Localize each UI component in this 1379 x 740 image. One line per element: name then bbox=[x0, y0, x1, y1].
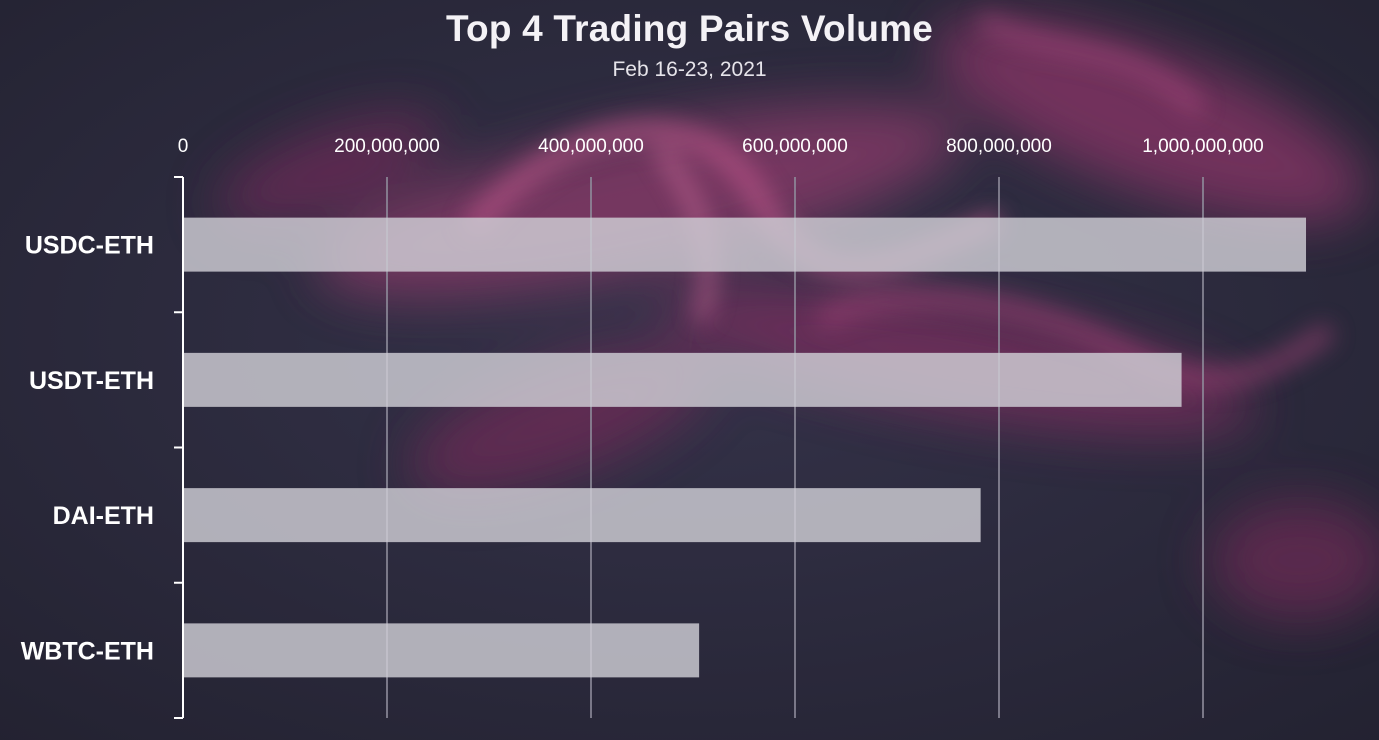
bar-usdt-eth bbox=[183, 352, 1182, 407]
category-labels: USDC-ETH USDT-ETH DAI-ETH WBTC-ETH bbox=[21, 232, 154, 666]
bar-wbtc-eth bbox=[183, 623, 700, 678]
x-tick-label-2: 400,000,000 bbox=[538, 136, 644, 157]
category-label-usdc-eth: USDC-ETH bbox=[25, 232, 154, 260]
chart-title: Top 4 Trading Pairs Volume bbox=[446, 8, 933, 49]
category-label-usdt-eth: USDT-ETH bbox=[29, 367, 154, 395]
category-label-dai-eth: DAI-ETH bbox=[53, 502, 154, 530]
bars bbox=[183, 217, 1307, 678]
x-tick-label-0: 0 bbox=[178, 136, 189, 157]
x-tick-label-4: 800,000,000 bbox=[946, 136, 1052, 157]
x-tick-label-5: 1,000,000,000 bbox=[1142, 136, 1264, 157]
x-tick-label-1: 200,000,000 bbox=[334, 136, 440, 157]
category-axis bbox=[174, 176, 184, 719]
bar-usdc-eth bbox=[183, 217, 1307, 272]
chart-subtitle: Feb 16-23, 2021 bbox=[612, 58, 767, 81]
value-axis-tick-labels: 0 200,000,000 400,000,000 600,000,000 800,00… bbox=[178, 136, 1264, 157]
bar-dai-eth bbox=[183, 488, 981, 543]
category-label-wbtc-eth: WBTC-ETH bbox=[21, 637, 154, 665]
x-tick-label-3: 600,000,000 bbox=[742, 136, 848, 157]
